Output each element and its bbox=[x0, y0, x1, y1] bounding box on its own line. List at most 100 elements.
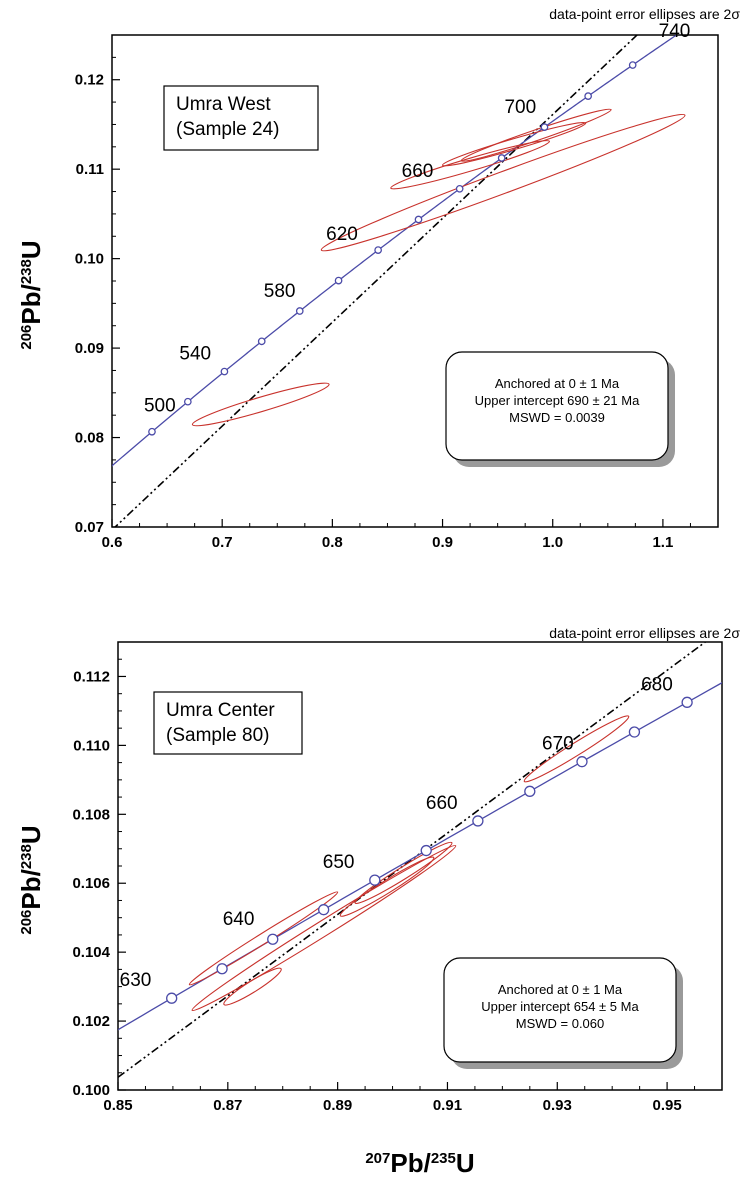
error-ellipse bbox=[188, 891, 339, 986]
stats-line: Upper intercept 690 ± 21 Ma bbox=[475, 393, 640, 408]
stats-box bbox=[443, 957, 677, 1063]
x-tick-label: 0.8 bbox=[322, 534, 343, 551]
y-tick-label: 0.108 bbox=[72, 806, 110, 823]
x-tick-label: 0.91 bbox=[433, 1097, 462, 1114]
concordia-age-marker bbox=[166, 992, 178, 1004]
y-tick-label: 0.112 bbox=[73, 668, 110, 685]
sample-label-box bbox=[153, 691, 303, 755]
panel-1-y-ticks: 0.07 0.08 0.09 0.10 0.11 0.12 bbox=[75, 34, 120, 536]
panel-1-note: data-point error ellipses are 2σ bbox=[549, 6, 740, 22]
sample-label-line: Umra Center bbox=[166, 700, 275, 721]
panel-2-x-ticks: 0.85 0.87 0.89 0.91 0.93 0.95 bbox=[103, 1082, 723, 1114]
concordia-age-label: 680 bbox=[641, 674, 673, 695]
y-tick-label: 0.10 bbox=[75, 251, 104, 268]
concordia-age-label: 740 bbox=[659, 21, 691, 42]
discordia-line bbox=[113, 35, 639, 527]
concordia-age-label: 580 bbox=[264, 281, 296, 302]
stats-line: MSWD = 0.0039 bbox=[509, 410, 605, 425]
concordia-age-marker bbox=[369, 874, 381, 886]
error-ellipse bbox=[441, 121, 587, 167]
stats-line: MSWD = 0.060 bbox=[516, 1016, 605, 1031]
concordia-age-marker bbox=[267, 933, 279, 945]
concordia-age-label: 640 bbox=[223, 909, 255, 930]
concordia-age-marker bbox=[455, 184, 464, 193]
error-ellipse bbox=[339, 856, 435, 917]
concordia-age-label: 630 bbox=[120, 970, 152, 991]
error-ellipse bbox=[354, 841, 453, 905]
concordia-age-marker bbox=[148, 427, 156, 436]
error-ellipse bbox=[191, 382, 330, 427]
error-ellipse bbox=[223, 967, 282, 1006]
x-tick-label: 0.85 bbox=[103, 1097, 132, 1114]
concordia-age-label: 650 bbox=[323, 852, 355, 873]
panel-1-plot-area: 500 540 580 620 660 700 740 Umra West (Sample 24… bbox=[111, 21, 719, 528]
discordia-line bbox=[118, 642, 707, 1078]
panel-umra-west: data-point error ellipses are 2σ 500 540 5… bbox=[16, 6, 740, 551]
y-tick-label: 0.102 bbox=[72, 1013, 110, 1030]
concordia-age-marker bbox=[183, 397, 192, 406]
stats-line: Anchored at 0 ± 1 Ma bbox=[495, 376, 620, 391]
concordia-age-label: 700 bbox=[504, 97, 536, 118]
stats-line: Upper intercept 654 ± 5 Ma bbox=[481, 999, 639, 1014]
concordia-age-marker bbox=[576, 756, 588, 768]
y-tick-label: 0.12 bbox=[75, 72, 104, 89]
y-tick-label: 0.110 bbox=[73, 737, 110, 754]
x-tick-label: 0.7 bbox=[212, 534, 233, 551]
y-tick-label: 0.11 bbox=[76, 161, 104, 178]
concordia-age-marker bbox=[524, 785, 536, 797]
y-tick-label: 0.08 bbox=[75, 430, 104, 447]
x-tick-label: 1.0 bbox=[542, 534, 563, 551]
concordia-age-marker bbox=[414, 215, 423, 224]
concordia-age-marker bbox=[420, 844, 432, 857]
plot-clipped-group bbox=[118, 642, 722, 1078]
concordia-age-marker bbox=[257, 337, 266, 346]
y-tick-label: 0.106 bbox=[72, 875, 110, 892]
concordia-age-label: 670 bbox=[542, 734, 574, 755]
panel-1-y-axis-label: 206Pb/238U bbox=[16, 240, 46, 349]
x-tick-label: 0.95 bbox=[652, 1097, 681, 1114]
x-tick-label: 0.6 bbox=[102, 534, 123, 551]
y-tick-label: 0.104 bbox=[72, 944, 110, 961]
x-tick-label: 0.87 bbox=[213, 1097, 242, 1114]
panel-2-y-ticks: 0.100 0.102 0.104 0.106 0.108 0.110 0.112 bbox=[72, 641, 126, 1099]
concordia-age-marker bbox=[681, 696, 693, 708]
sample-label-box bbox=[163, 85, 319, 151]
panel-2-x-axis-label: 207Pb/235U bbox=[365, 1148, 474, 1178]
concordia-age-marker bbox=[334, 276, 343, 285]
concordia-age-marker bbox=[220, 367, 229, 376]
stats-line: Anchored at 0 ± 1 Ma bbox=[498, 982, 623, 997]
panel-2-y-axis-label: 206Pb/238U bbox=[16, 825, 46, 934]
concordia-age-marker bbox=[584, 92, 592, 100]
concordia-age-marker bbox=[628, 61, 637, 69]
concordia-age-marker bbox=[628, 726, 641, 738]
panel-umra-center: data-point error ellipses are 2σ 6306406… bbox=[16, 625, 740, 1178]
concordia-age-label: 500 bbox=[144, 396, 176, 417]
plot-clipped-group bbox=[112, 35, 686, 527]
panel-1-x-ticks: 0.6 0.7 0.8 0.9 1.0 1.1 bbox=[102, 519, 691, 551]
x-tick-label: 0.89 bbox=[323, 1097, 352, 1114]
concordia-age-label: 620 bbox=[326, 224, 358, 245]
concordia-age-label: 540 bbox=[179, 344, 211, 365]
panel-2-plot-area: 630 640 650 660 670 680 Umra Center (Sample 80)… bbox=[117, 641, 723, 1091]
concordia-age-marker bbox=[540, 123, 549, 131]
y-tick-label: 0.09 bbox=[75, 340, 104, 357]
concordia-age-marker bbox=[318, 904, 330, 916]
error-ellipse bbox=[390, 140, 550, 190]
sample-label-line: (Sample 24) bbox=[176, 119, 280, 140]
concordia-age-label: 660 bbox=[426, 793, 458, 814]
concordia-age-marker bbox=[497, 154, 506, 162]
concordia-age-marker bbox=[295, 307, 304, 315]
sample-label-line: (Sample 80) bbox=[166, 725, 270, 746]
x-tick-label: 0.93 bbox=[543, 1097, 572, 1114]
concordia-age-label: 660 bbox=[402, 161, 434, 182]
error-ellipse bbox=[523, 715, 630, 783]
error-ellipse bbox=[191, 844, 457, 1012]
concordia-age-marker bbox=[472, 815, 484, 827]
error-ellipse bbox=[320, 113, 686, 252]
concordia-age-marker bbox=[216, 963, 228, 975]
panel-2-note: data-point error ellipses are 2σ bbox=[549, 625, 740, 641]
y-tick-label: 0.100 bbox=[72, 1082, 110, 1099]
concordia-age-marker bbox=[374, 246, 382, 254]
x-tick-label: 1.1 bbox=[652, 534, 673, 551]
